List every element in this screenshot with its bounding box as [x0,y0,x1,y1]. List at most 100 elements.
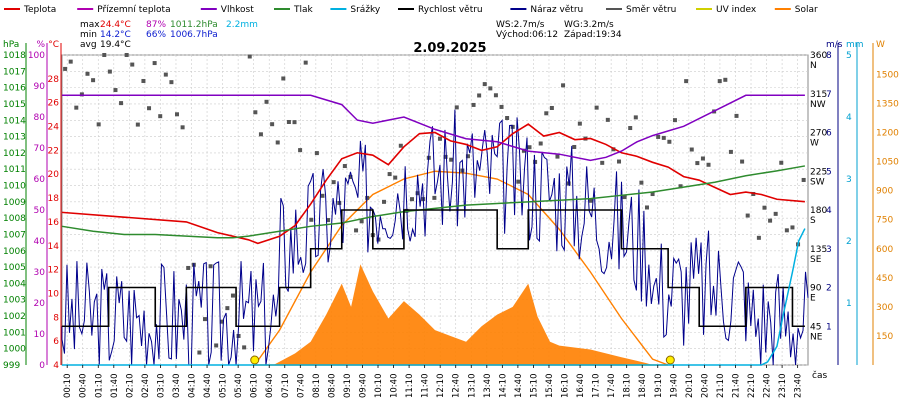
x-tick-label: 07:40 [296,374,306,399]
wind-direction-point [68,59,73,64]
wind-direction-point [214,343,219,348]
stats-max-hum: 87% [146,20,166,30]
wind-direction-point [135,122,140,127]
wind-direction-point [488,86,493,91]
wind-direction-point [555,154,560,159]
wind-direction-point [124,53,129,57]
pct-tick: 0 [39,361,45,371]
wind-direction-point [449,157,454,162]
wind-direction-point [672,118,677,123]
wind-direction-point [113,88,118,93]
legend-label-srazky: Srážky [350,5,381,15]
x-tick-label: 17:40 [607,374,617,399]
wind-direction-point [326,218,331,223]
hpa-tick: 1016 [3,84,26,94]
wind-direction-point [303,60,308,65]
stats-max-temp: 24.4°C [100,20,131,30]
x-tick-label: 04:10 [188,374,198,399]
w-tick: 300 [876,303,893,313]
w-tick: 1050 [876,158,899,168]
wind-direction-point [409,197,414,202]
wind-direction-point [281,76,286,81]
wind-direction-point [337,200,342,205]
celsius-tick: 10 [48,289,60,299]
mm-tick: 3 [846,175,852,185]
wind-direction-point [684,79,689,84]
wind-direction-point [202,317,207,322]
pct-tick: 90 [34,82,46,92]
ms-tick: 7 [826,90,832,100]
stats-sunset: Západ:19:34 [564,30,622,40]
w-axis-label: W [876,40,885,50]
wind-direction-point [102,53,107,57]
wind-direction-point [96,122,101,127]
compass-label: N [810,61,817,71]
wind-direction-point [538,141,543,146]
pressure-line [61,165,806,239]
wind-direction-point [723,77,728,82]
wind-direction-point [549,105,554,110]
x-tick-label: 05:40 [234,374,244,399]
wind-direction-point [633,115,638,120]
direction-tick: 270 [810,129,827,139]
wind-direction-point [320,193,325,198]
compass-label: S [810,216,816,226]
x-tick-label: 05:10 [219,374,229,399]
wind-direction-point [745,213,750,218]
wind-direction-point [208,264,213,269]
hpa-tick: 1004 [3,279,26,289]
wind-direction-point [141,78,146,83]
hpa-tick: 1000 [3,345,26,355]
wind-direction-point [359,219,364,224]
w-tick: 600 [876,245,893,255]
ms-tick: 2 [826,284,832,294]
x-tick-label: 16:40 [576,374,586,399]
x-tick-label: 20:40 [700,374,710,399]
wind-direction-point [147,106,152,111]
wind-direction-point [437,136,442,141]
wind-direction-point [773,211,778,216]
compass-label: NW [810,100,826,110]
wind-direction-point [119,101,124,106]
wind-direction-point [247,54,252,59]
x-tick-label: 09:40 [358,374,368,399]
wind-direction-point [398,143,403,148]
x-tick-label: 12:10 [436,374,446,399]
x-tick-label: 00:10 [63,374,73,399]
x-tick-label: 14:40 [514,374,524,399]
x-tick-label: 07:10 [281,374,291,399]
x-tick-label: 04:40 [203,374,213,399]
stats-avg-label: avg [80,40,97,50]
wind-direction-point [152,61,157,66]
wind-direction-point [342,164,347,169]
wind-direction-point [169,80,174,85]
x-tick-label: 01:40 [110,374,120,399]
wind-direction-point [230,293,235,298]
wind-direction-point [521,148,526,153]
wind-direction-point [107,69,112,74]
legend-label-naraz: Náraz větru [530,5,583,15]
x-tick-label: 02:10 [125,374,135,399]
celsius-tick: 16 [48,218,60,228]
x-tick-label: 20:10 [685,374,695,399]
chart-title: 2.09.2025 [413,41,486,56]
wind-direction-point [650,192,655,197]
wind-direction-point [510,124,515,129]
pct-tick: 60 [34,175,46,185]
pct-tick: 50 [34,206,46,216]
mm-tick: 4 [846,113,852,123]
wind-direction-point [354,228,359,233]
direction-tick: 360 [810,51,827,61]
celsius-tick: 12 [48,266,59,276]
x-tick-label: 03:40 [172,374,182,399]
mm-tick: 5 [846,51,852,61]
legend: Teplota Přízemní teplota Vlhkost Tlak Srážky… [4,5,818,15]
legend-label-tlak: Tlak [293,5,314,15]
wind-direction-point [236,333,241,338]
stats-min-label: min [80,30,97,40]
direction-tick: 315 [810,90,827,100]
stats-min-hum: 66% [146,30,166,40]
ms-tick: 6 [826,129,832,139]
